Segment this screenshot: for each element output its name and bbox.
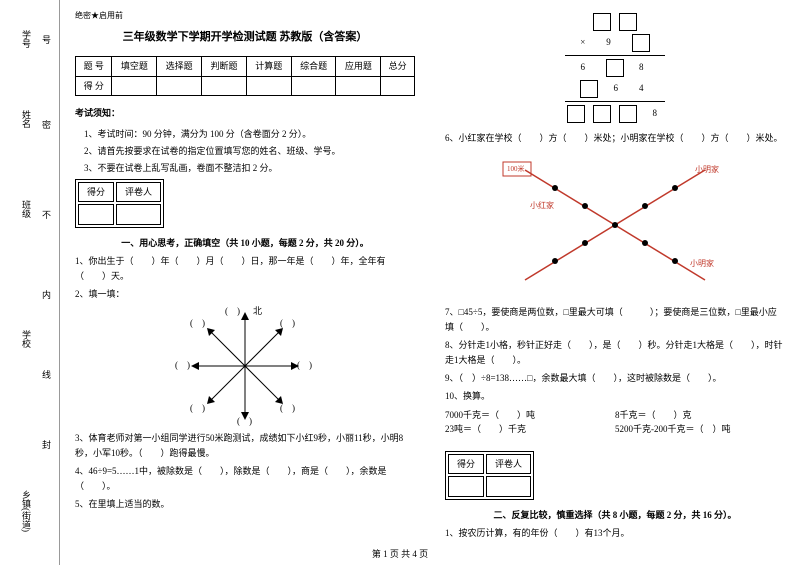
scorer-box-2: 得分 评卷人: [445, 451, 534, 500]
left-column: 绝密★启用前 三年级数学下学期开学检测试题 苏教版（含答案） 题 号 填空题 选…: [60, 0, 430, 565]
notice-1: 1、考试时间：90 分钟，满分为 100 分（含卷面分 2 分）。: [75, 127, 415, 141]
score-h6: 应用题: [336, 57, 381, 76]
score-h5: 综合题: [291, 57, 336, 76]
score-table: 题 号 填空题 选择题 判断题 计算题 综合题 应用题 总分 得 分: [75, 56, 415, 96]
s2-q1: 1、按农历计算，有的年份（ ）有13个月。: [445, 526, 785, 540]
score-h0: 题 号: [76, 57, 112, 76]
confidential-label: 绝密★启用前: [75, 10, 415, 23]
right-column: × 9 6 8 6 4 8 6、小红家在学校（ ）方（ ）米处；小明家在学校（ …: [430, 0, 800, 565]
section1-title: 一、用心思考，正确填空（共 10 小题，每题 2 分，共 20 分）。: [75, 236, 415, 250]
q7: 7、□45÷5，要使商是两位数，□里最大可填（ ）；要使商是三位数，□里最小应填…: [445, 305, 785, 334]
math-problem: × 9 6 8 6 4 8: [445, 13, 785, 123]
margin-mid-4: 线: [40, 370, 53, 379]
score-h3: 判断题: [202, 57, 247, 76]
diag-100m: 100米: [507, 164, 525, 175]
margin-town: 乡镇(街道): [20, 490, 33, 532]
margin-mid-5: 封: [40, 440, 53, 449]
q5: 5、在里填上适当的数。: [75, 497, 415, 511]
diag-hong: 小红家: [530, 200, 554, 213]
margin-mid-1: 密: [40, 120, 53, 129]
location-diagram: 100米 小明家 小红家 小明家: [495, 150, 735, 300]
q6: 6、小红家在学校（ ）方（ ）米处；小明家在学校（ ）方（ ）米处。: [445, 131, 785, 145]
score-row2-label: 得 分: [76, 76, 112, 95]
margin-class: 班级: [20, 200, 33, 218]
convert-block: 7000千克＝（ ）吨 8千克＝（ ）克 23吨＝（ ）千克 5200千克-20…: [445, 408, 785, 437]
q8: 8、分针走1小格，秒针正好走（ ），是（ ）秒。分针走1大格是（ ），时针走1大…: [445, 338, 785, 367]
section2-title: 二、反复比较，慎重选择（共 8 小题，每题 2 分，共 16 分）。: [445, 508, 785, 522]
compass-n: 北: [253, 304, 262, 318]
score-h1: 填空题: [112, 57, 157, 76]
diag-ming2: 小明家: [690, 258, 714, 271]
page-title: 三年级数学下学期开学检测试题 苏教版（含答案）: [75, 29, 415, 47]
scorer2-score: 得分: [448, 454, 484, 474]
score-h7: 总分: [381, 57, 415, 76]
score-h4: 计算题: [246, 57, 291, 76]
margin-mid-0: 号: [40, 35, 53, 44]
notice-head: 考试须知：: [75, 106, 415, 120]
notice-3: 3、不要在试卷上乱写乱画，卷面不整洁扣 2 分。: [75, 161, 415, 175]
q10: 10、换算。: [445, 389, 785, 403]
scorer-score: 得分: [78, 182, 114, 202]
diag-ming: 小明家: [695, 164, 719, 177]
scorer-box-1: 得分 评卷人: [75, 179, 164, 228]
q2: 2、填一填：: [75, 287, 415, 301]
margin-mid-3: 内: [40, 290, 53, 299]
conv-3: 23吨＝（ ）千克: [445, 422, 615, 436]
compass-diagram: 北 ( ) ( ) ( ) ( ) ( ) ( ) ( ) ( ): [175, 306, 315, 426]
margin-name: 姓名: [20, 110, 33, 128]
scorer2-person: 评卷人: [486, 454, 531, 474]
score-h2: 选择题: [157, 57, 202, 76]
q3: 3、体育老师对第一小组同学进行50米跑测试，成绩如下小红9秒，小丽11秒，小明8…: [75, 431, 415, 460]
binding-margin: 学号 姓名 班级 学校 乡镇(街道) 号 密 不 内 线 封: [0, 0, 60, 565]
q9: 9、（ ）÷8=138……□，余数最大填（ ），这时被除数是（ ）。: [445, 371, 785, 385]
conv-4: 5200千克-200千克＝（ ）吨: [615, 422, 785, 436]
conv-2: 8千克＝（ ）克: [615, 408, 785, 422]
notice-2: 2、请首先按要求在试卷的指定位置填写您的姓名、班级、学号。: [75, 144, 415, 158]
margin-student-id: 学号: [20, 30, 33, 48]
conv-1: 7000千克＝（ ）吨: [445, 408, 615, 422]
margin-mid-2: 不: [40, 210, 53, 219]
scorer-person: 评卷人: [116, 182, 161, 202]
margin-school: 学校: [20, 330, 33, 348]
q4: 4、46÷9=5……1中，被除数是（ ），除数是（ ），商是（ ），余数是（ ）…: [75, 464, 415, 493]
page-footer: 第 1 页 共 4 页: [0, 547, 800, 560]
q1: 1、你出生于（ ）年（ ）月（ ）日，那一年是（ ）年，全年有（ ）天。: [75, 254, 415, 283]
